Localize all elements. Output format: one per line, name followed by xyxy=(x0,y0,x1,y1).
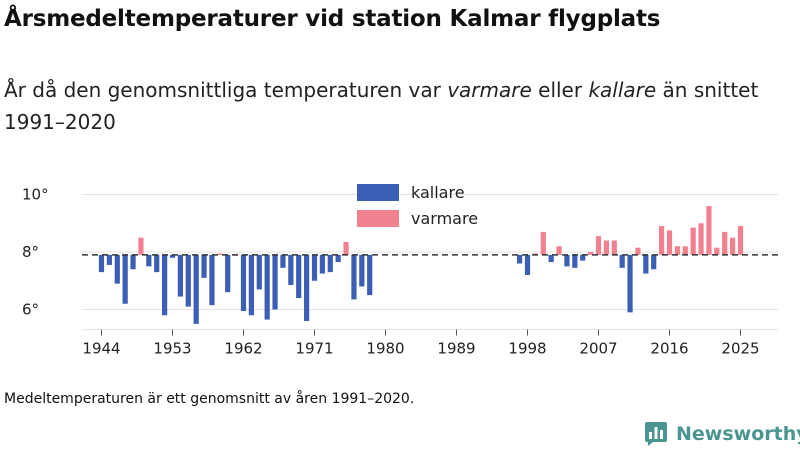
x-tick-label: 1971 xyxy=(295,340,333,358)
bar-1971 xyxy=(311,254,318,281)
bar-1997 xyxy=(517,254,523,264)
bar-1944 xyxy=(98,254,105,273)
bar-1950 xyxy=(146,254,152,267)
newsworthy-logo[interactable]: Newsworthy xyxy=(644,420,800,448)
chart-title: Årsmedeltemperaturer vid station Kalmar … xyxy=(4,6,661,32)
bar-2016 xyxy=(666,230,673,255)
bar-2013 xyxy=(643,254,649,274)
bar-1974 xyxy=(335,254,341,263)
bar-2019 xyxy=(690,227,696,255)
bar-1976 xyxy=(351,254,357,300)
bar-1975 xyxy=(343,241,349,255)
bar-1965 xyxy=(264,254,270,320)
bar-2017 xyxy=(674,246,680,255)
bar-1954 xyxy=(177,254,183,297)
x-tick-label: 1998 xyxy=(508,340,546,358)
y-tick-label: 8° xyxy=(22,243,39,261)
chart-subtitle: År då den genomsnittliga temperaturen va… xyxy=(4,74,794,138)
bar-1962 xyxy=(240,254,247,311)
subtitle-part2: eller xyxy=(531,78,589,102)
bar-1958 xyxy=(209,254,215,306)
bar-2024 xyxy=(730,237,736,255)
temperature-bar-chart: 6° 8° 10° 1944 1953 1962 1971 1980 1989 1998 2007… xyxy=(22,183,778,358)
y-tick-label: 10° xyxy=(22,186,49,204)
bar-1959 xyxy=(217,253,223,255)
bar-2001 xyxy=(548,254,554,263)
y-tick-label: 6° xyxy=(22,301,39,319)
subtitle-cold-word: kallare xyxy=(588,78,657,102)
bar-1977 xyxy=(359,254,365,287)
bar-1952 xyxy=(162,254,168,316)
newsworthy-logo-icon xyxy=(645,422,667,446)
bar-2006 xyxy=(588,252,594,255)
bar-1955 xyxy=(185,254,191,307)
legend: kallare varmare xyxy=(357,183,478,228)
bar-2025 xyxy=(737,226,744,255)
x-tick-label: 1989 xyxy=(437,340,475,358)
bar-1953 xyxy=(169,254,176,258)
footnote: Medeltemperaturen är ett genomsnitt av å… xyxy=(4,391,415,407)
bar-2018 xyxy=(682,246,688,255)
bar-1973 xyxy=(327,254,333,273)
legend-label-kallare: kallare xyxy=(411,183,465,202)
subtitle-part1: År då den genomsnittliga temperaturen va… xyxy=(4,78,448,102)
bar-2004 xyxy=(572,254,578,268)
bar-1948 xyxy=(130,254,136,270)
bar-1964 xyxy=(256,254,262,290)
x-tick-label: 2025 xyxy=(721,340,759,358)
x-tick-label: 1980 xyxy=(366,340,404,358)
legend-swatch-varmare xyxy=(357,210,399,227)
bar-2012 xyxy=(635,247,641,255)
bar-1947 xyxy=(122,254,128,304)
bar-1968 xyxy=(288,254,294,286)
bar-1963 xyxy=(248,254,254,316)
x-tick-label: 1944 xyxy=(82,340,120,358)
bar-1978 xyxy=(367,254,373,296)
bar-2021 xyxy=(706,206,712,255)
bar-2022 xyxy=(714,247,720,255)
bar-2005 xyxy=(580,254,586,261)
subtitle-part3: än snittet 1991–2020 xyxy=(4,78,759,134)
x-tick-label: 1953 xyxy=(153,340,191,358)
bar-2002 xyxy=(556,246,562,255)
bar-2015 xyxy=(659,226,665,255)
bar-2000 xyxy=(540,231,546,255)
bar-2011 xyxy=(627,254,633,313)
y-tick-labels: 6° 8° 10° xyxy=(22,186,49,319)
bar-2009 xyxy=(611,240,617,255)
x-tick-label: 2007 xyxy=(579,340,617,358)
bar-1951 xyxy=(154,254,160,273)
bar-2010 xyxy=(619,254,625,268)
bar-1972 xyxy=(319,254,325,274)
bar-1957 xyxy=(201,254,207,278)
newsworthy-logo-text: Newsworthy xyxy=(676,423,800,445)
bar-1960 xyxy=(225,254,231,293)
bar-2014 xyxy=(651,254,657,270)
bar-2008 xyxy=(603,240,609,255)
x-tick-label: 1962 xyxy=(224,340,262,358)
x-tick-label: 2016 xyxy=(650,340,688,358)
bar-2023 xyxy=(722,231,728,255)
bar-1945 xyxy=(106,254,112,265)
legend-swatch-kallare xyxy=(357,184,399,201)
bar-1946 xyxy=(114,254,120,284)
bar-1970 xyxy=(304,254,310,321)
bar-1998 xyxy=(524,254,531,275)
bar-1969 xyxy=(296,254,302,298)
bar-2007 xyxy=(595,236,602,255)
bars xyxy=(98,206,744,324)
bar-2003 xyxy=(564,254,570,267)
x-ticks: 1944 1953 1962 1971 1980 1989 1998 2007 2016 2025 xyxy=(82,329,778,358)
bar-1949 xyxy=(138,237,144,255)
subtitle-warm-word: varmare xyxy=(447,78,532,102)
bar-1966 xyxy=(272,254,278,310)
bar-2020 xyxy=(698,223,704,255)
bar-1956 xyxy=(193,254,199,324)
legend-label-varmare: varmare xyxy=(411,209,478,228)
bar-1967 xyxy=(280,254,286,268)
